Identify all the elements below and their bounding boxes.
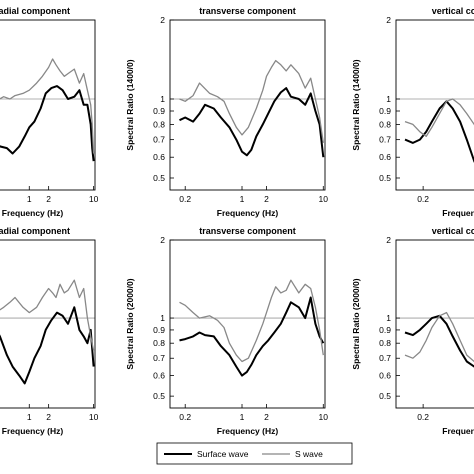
panel-title: vertical component: [432, 6, 474, 16]
s-wave-line: [0, 58, 95, 154]
y-tick-label: 0.9: [153, 325, 165, 335]
plot-frame: [169, 19, 326, 191]
y-tick-label: 0.6: [153, 371, 165, 381]
y-tick-label: 0.8: [153, 119, 165, 129]
x-axis-label: Frequency (Hz): [442, 426, 474, 436]
surface-wave-line: [404, 100, 474, 163]
x-tick-label: 1: [27, 412, 32, 422]
y-tick-label: 0.5: [153, 173, 165, 183]
y-tick-label: 2: [386, 235, 391, 245]
panel-title: radial component: [0, 6, 70, 16]
y-tick-label: 0.7: [153, 353, 165, 363]
y-tick-label: 0.6: [379, 371, 391, 381]
panel-3: 0.2 0.5 0.6 0.7 0.8 0.9 1 2 vertical component Fr…: [351, 6, 474, 218]
legend-box: [156, 442, 353, 465]
y-tick-label: 0.6: [379, 152, 391, 162]
x-axis-label: Frequency (Hz): [442, 208, 474, 218]
plot-frame: [395, 19, 474, 191]
x-tick-label: 10: [89, 194, 99, 204]
y-tick-label: 0.9: [153, 106, 165, 116]
x-tick-label: 2: [46, 194, 51, 204]
x-tick-label: 10: [319, 194, 329, 204]
y-tick-label: 0.5: [379, 173, 391, 183]
y-axis-label: Spectral Ratio (1400/0): [351, 59, 361, 150]
y-tick-label: 1: [386, 94, 391, 104]
x-tick-label: 0.2: [417, 194, 429, 204]
x-tick-label: 2: [46, 412, 51, 422]
panel-title: transverse component: [199, 6, 296, 16]
legend-surface-label: Surface wave: [197, 449, 249, 459]
y-tick-label: 0.8: [379, 119, 391, 129]
x-tick-label: 1: [27, 194, 32, 204]
legend: Surface wave S wave: [156, 442, 353, 465]
y-tick-label: 2: [386, 15, 391, 25]
surface-wave-line: [179, 296, 325, 377]
y-tick-label: 0.7: [379, 353, 391, 363]
y-tick-label: 0.8: [153, 338, 165, 348]
y-tick-label: 2: [160, 15, 165, 25]
panel-title: vertical component: [432, 226, 474, 236]
y-axis-label: Spectral Ratio (1400/0): [125, 59, 135, 150]
plot-frame: [0, 239, 96, 409]
x-tick-label: 10: [319, 412, 329, 422]
y-tick-label: 1: [386, 313, 391, 323]
panel-4: 1 2 10 radial component Frequency (Hz): [0, 226, 99, 436]
x-axis-label: Frequency (Hz): [2, 208, 64, 218]
panel-1: 1 2 10 radial component Frequency (Hz): [0, 6, 99, 218]
panel-6: 0.2 0.5 0.6 0.7 0.8 0.9 1 2 vertical component Fr…: [351, 226, 474, 436]
x-axis-label: Frequency (Hz): [2, 426, 64, 436]
surface-wave-line: [0, 306, 95, 385]
x-tick-label: 2: [264, 194, 269, 204]
y-tick-label: 0.7: [379, 135, 391, 145]
y-tick-label: 2: [160, 235, 165, 245]
s-wave-line: [404, 98, 474, 138]
x-axis-label: Frequency (Hz): [217, 426, 279, 436]
plot-frame: [0, 19, 96, 191]
surface-wave-line: [179, 87, 325, 158]
s-wave-line: [179, 279, 324, 363]
y-tick-label: 0.8: [379, 338, 391, 348]
x-tick-label: 10: [89, 412, 99, 422]
x-tick-label: 0.2: [179, 412, 191, 422]
s-wave-line: [179, 59, 324, 143]
y-tick-label: 0.6: [153, 152, 165, 162]
plot-frame: [395, 239, 474, 409]
s-wave-line: [404, 311, 474, 363]
surface-wave-line: [0, 85, 95, 162]
y-axis-label: Spectral Ratio (2000/0): [125, 278, 135, 369]
surface-wave-line: [404, 314, 474, 368]
x-tick-label: 0.2: [417, 412, 429, 422]
plot-frame: [169, 239, 326, 409]
panel-5: 0.2 1 2 10 0.5 0.6 0.7 0.8 0.9 1 2 transverse compo…: [125, 226, 328, 436]
y-tick-label: 0.5: [379, 391, 391, 401]
y-tick-label: 1: [160, 94, 165, 104]
panel-title: radial component: [0, 226, 70, 236]
legend-s-label: S wave: [295, 449, 323, 459]
y-tick-label: 0.9: [379, 325, 391, 335]
y-tick-label: 0.5: [153, 391, 165, 401]
x-tick-label: 0.2: [179, 194, 191, 204]
panel-title: transverse component: [199, 226, 296, 236]
x-tick-label: 2: [264, 412, 269, 422]
s-wave-line: [0, 279, 95, 351]
x-tick-label: 1: [240, 412, 245, 422]
x-axis-label: Frequency (Hz): [217, 208, 279, 218]
y-tick-label: 0.9: [379, 106, 391, 116]
x-tick-label: 1: [240, 194, 245, 204]
y-tick-label: 0.7: [153, 135, 165, 145]
panel-2: 0.2 1 2 10 0.5 0.6 0.7 0.8 0.9 1 2 transverse compo…: [125, 6, 328, 218]
y-axis-label: Spectral Ratio (2000/0): [351, 278, 361, 369]
y-tick-label: 1: [160, 313, 165, 323]
